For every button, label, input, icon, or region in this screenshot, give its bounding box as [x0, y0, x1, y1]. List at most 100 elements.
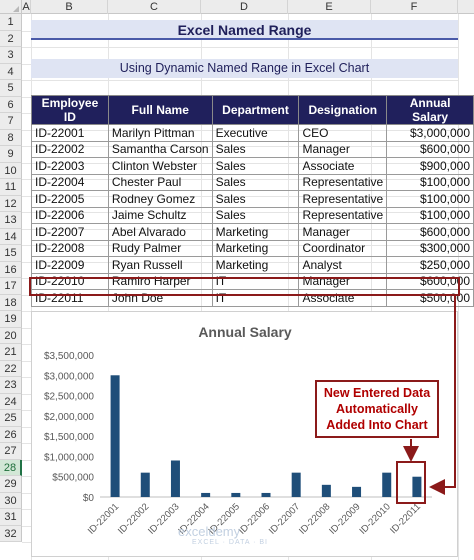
column-header-b[interactable]: B [31, 0, 108, 14]
bar-id-22011[interactable] [412, 476, 422, 497]
row-header-13[interactable]: 13 [0, 212, 22, 229]
select-all-corner[interactable] [0, 0, 22, 14]
cell-employee-id[interactable]: ID-22006 [31, 206, 109, 224]
row-header-23[interactable]: 23 [0, 377, 22, 394]
row-header-5[interactable]: 5 [0, 80, 22, 97]
bar-id-22005[interactable] [231, 492, 241, 497]
cell-employee-id[interactable]: ID-22001 [31, 124, 109, 142]
cell-designation[interactable]: Associate [298, 157, 388, 175]
bar-id-22003[interactable] [170, 460, 180, 497]
cell-designation[interactable]: Representative [298, 206, 388, 224]
cell-full-name[interactable]: Marilyn Pittman [107, 124, 213, 142]
row-header-1[interactable]: 1 [0, 14, 22, 31]
cell-department[interactable]: Sales [211, 173, 300, 191]
cell-department[interactable]: IT [211, 289, 300, 307]
cell-department[interactable]: Sales [211, 140, 300, 158]
cell-designation[interactable]: Manager [298, 223, 388, 241]
row-header-27[interactable]: 27 [0, 443, 22, 460]
column-header-d[interactable]: D [201, 0, 288, 14]
cell-full-name[interactable]: Jaime Schultz [107, 206, 213, 224]
header-designation[interactable]: Designation [298, 95, 388, 125]
cell-department[interactable]: Marketing [211, 223, 300, 241]
cell-employee-id[interactable]: ID-22003 [31, 157, 109, 175]
row-header-28[interactable]: 28 [0, 459, 22, 476]
cell-annual-salary[interactable]: $100,000 [386, 173, 474, 191]
header-employee-id[interactable]: Employee ID [31, 95, 109, 125]
bar-id-22010[interactable] [382, 472, 392, 497]
cell-employee-id[interactable]: ID-22005 [31, 190, 109, 208]
bar-id-22007[interactable] [291, 472, 301, 497]
row-header-20[interactable]: 20 [0, 327, 22, 344]
row-header-26[interactable]: 26 [0, 426, 22, 443]
row-header-12[interactable]: 12 [0, 195, 22, 212]
cell-employee-id[interactable]: ID-22004 [31, 173, 109, 191]
cell-full-name[interactable]: Samantha Carson [107, 140, 213, 158]
row-header-2[interactable]: 2 [0, 30, 22, 47]
cell-employee-id[interactable]: ID-22009 [31, 256, 109, 274]
bar-id-22009[interactable] [352, 486, 362, 497]
bar-id-22006[interactable] [261, 492, 271, 497]
row-header-19[interactable]: 19 [0, 311, 22, 328]
cell-department[interactable]: Sales [211, 190, 300, 208]
bar-id-22008[interactable] [321, 484, 331, 497]
row-header-18[interactable]: 18 [0, 294, 22, 311]
header-department[interactable]: Department [211, 95, 300, 125]
row-header-15[interactable]: 15 [0, 245, 22, 262]
cell-designation[interactable]: Representative [298, 173, 388, 191]
cell-designation[interactable]: Analyst [298, 256, 388, 274]
cell-designation[interactable]: Coordinator [298, 239, 388, 257]
bar-id-22002[interactable] [140, 472, 150, 497]
cell-designation[interactable]: CEO [298, 124, 388, 142]
column-header-f[interactable]: F [371, 0, 458, 14]
bar-id-22001[interactable] [110, 375, 120, 497]
cell-department[interactable]: Marketing [211, 239, 300, 257]
row-header-29[interactable]: 29 [0, 476, 22, 493]
row-header-25[interactable]: 25 [0, 410, 22, 427]
cell-full-name[interactable]: Clinton Webster [107, 157, 213, 175]
row-header-6[interactable]: 6 [0, 96, 22, 113]
column-header-e[interactable]: E [288, 0, 371, 14]
cell-employee-id[interactable]: ID-22008 [31, 239, 109, 257]
row-header-17[interactable]: 17 [0, 278, 22, 295]
cell-annual-salary[interactable]: $600,000 [386, 140, 474, 158]
header-full-name[interactable]: Full Name [107, 95, 213, 125]
row-header-32[interactable]: 32 [0, 525, 22, 542]
header-annual-salary[interactable]: Annual Salary [386, 95, 474, 125]
cell-annual-salary[interactable]: $3,000,000 [386, 124, 474, 142]
cell-designation[interactable]: Representative [298, 190, 388, 208]
cell-full-name[interactable]: Rodney Gomez [107, 190, 213, 208]
cell-full-name[interactable]: Abel Alvarado [107, 223, 213, 241]
row-header-7[interactable]: 7 [0, 113, 22, 130]
cell-department[interactable]: Marketing [211, 256, 300, 274]
row-header-10[interactable]: 10 [0, 162, 22, 179]
row-header-14[interactable]: 14 [0, 228, 22, 245]
cell-department[interactable]: Sales [211, 206, 300, 224]
cell-annual-salary[interactable]: $100,000 [386, 190, 474, 208]
row-header-30[interactable]: 30 [0, 492, 22, 509]
cell-employee-id[interactable]: ID-22007 [31, 223, 109, 241]
cell-annual-salary[interactable]: $600,000 [386, 223, 474, 241]
row-header-3[interactable]: 3 [0, 47, 22, 64]
column-header-a[interactable]: A [22, 0, 31, 14]
row-header-21[interactable]: 21 [0, 344, 22, 361]
bar-id-22004[interactable] [201, 492, 211, 497]
cell-department[interactable]: Sales [211, 157, 300, 175]
row-header-11[interactable]: 11 [0, 179, 22, 196]
row-header-8[interactable]: 8 [0, 129, 22, 146]
row-header-9[interactable]: 9 [0, 146, 22, 163]
cell-full-name[interactable]: Rudy Palmer [107, 239, 213, 257]
row-header-31[interactable]: 31 [0, 509, 22, 526]
cell-full-name[interactable]: Chester Paul [107, 173, 213, 191]
cell-designation[interactable]: Manager [298, 140, 388, 158]
cell-annual-salary[interactable]: $300,000 [386, 239, 474, 257]
cell-employee-id[interactable]: ID-22002 [31, 140, 109, 158]
cell-annual-salary[interactable]: $900,000 [386, 157, 474, 175]
row-header-4[interactable]: 4 [0, 63, 22, 80]
column-header-c[interactable]: C [108, 0, 201, 14]
row-header-16[interactable]: 16 [0, 261, 22, 278]
cell-department[interactable]: Executive [211, 124, 300, 142]
cell-full-name[interactable]: Ryan Russell [107, 256, 213, 274]
cell-annual-salary[interactable]: $250,000 [386, 256, 474, 274]
row-header-22[interactable]: 22 [0, 360, 22, 377]
row-header-24[interactable]: 24 [0, 393, 22, 410]
